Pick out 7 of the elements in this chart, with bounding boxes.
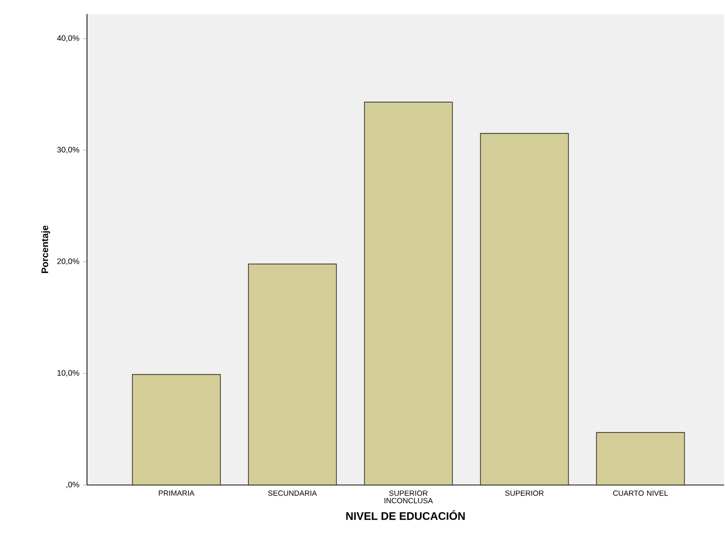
bar (596, 432, 685, 486)
bar (364, 102, 453, 486)
y-axis-title: Porcentaje (41, 226, 50, 274)
bar (480, 133, 569, 486)
bar (132, 374, 221, 486)
bar (248, 264, 337, 486)
x-axis-title: NIVEL DE EDUCACIÓN (346, 510, 465, 520)
